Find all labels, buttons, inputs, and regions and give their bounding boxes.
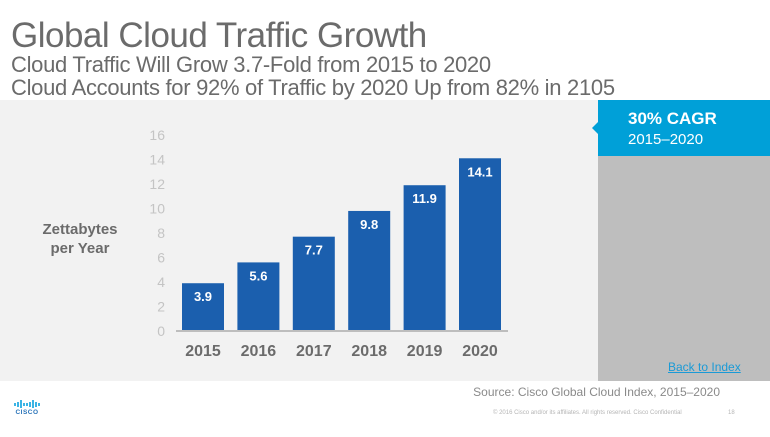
cagr-callout xyxy=(598,100,770,156)
cisco-logo-bars-icon xyxy=(12,400,42,408)
y-tick-label: 8 xyxy=(157,225,165,241)
y-tick-label: 4 xyxy=(157,274,165,290)
y-tick-label: 6 xyxy=(157,250,165,266)
x-axis-ticks: 2015 2016 2017 2018 2019 2020 xyxy=(185,343,498,360)
slide-subtitle-growth: Cloud Traffic Will Grow 3.7-Fold from 20… xyxy=(11,52,491,77)
slide-subtitle-share: Cloud Accounts for 92% of Traffic by 202… xyxy=(11,75,615,100)
y-tick-label: 10 xyxy=(149,201,165,217)
x-tick-label: 2019 xyxy=(407,343,443,360)
data-label-2016: 5.6 xyxy=(249,268,267,283)
bar-2017 xyxy=(292,236,335,331)
x-tick-label: 2018 xyxy=(351,343,387,360)
bar-2020 xyxy=(459,158,501,331)
y-axis-ticks: 0 2 4 6 8 10 12 14 16 xyxy=(149,127,165,339)
bar-2019 xyxy=(403,185,446,331)
side-panel xyxy=(598,156,770,381)
y-axis-label-line1: Zettabytes xyxy=(42,221,118,238)
x-tick-label: 2020 xyxy=(462,343,498,360)
data-label-2018: 9.8 xyxy=(360,217,378,232)
callout-arrow-icon xyxy=(592,122,598,134)
y-tick-label: 0 xyxy=(157,323,165,339)
cisco-logo: CISCO xyxy=(12,400,42,418)
source-note: Source: Cisco Global Cloud Index, 2015–2… xyxy=(473,385,720,399)
bar-2018 xyxy=(348,210,391,331)
y-tick-label: 14 xyxy=(149,152,165,168)
page-number: 18 xyxy=(728,410,735,416)
bar-2016 xyxy=(237,262,280,331)
data-label-2019: 11.9 xyxy=(412,191,437,206)
y-axis-label: Zettabytes per Year xyxy=(36,220,124,258)
slide-title: Global Cloud Traffic Growth xyxy=(11,16,427,55)
data-label-2017: 7.7 xyxy=(305,243,323,258)
y-tick-label: 16 xyxy=(149,127,165,143)
data-label-2020: 14.1 xyxy=(467,164,492,179)
bar-2015 xyxy=(182,283,224,331)
back-to-index-link[interactable]: Back to Index xyxy=(668,360,741,374)
bars: 3.9 5.6 7.7 9.8 11.9 14.1 xyxy=(182,158,501,331)
cagr-headline: 30% CAGR xyxy=(628,109,717,128)
x-tick-label: 2015 xyxy=(185,343,221,360)
data-label-2015: 3.9 xyxy=(194,289,212,304)
cisco-logo-text: CISCO xyxy=(15,409,39,416)
x-tick-label: 2016 xyxy=(241,343,277,360)
cagr-period: 2015–2020 xyxy=(628,131,704,148)
copyright-notice: © 2016 Cisco and/or its affiliates. All … xyxy=(493,410,682,416)
x-tick-label: 2017 xyxy=(296,343,332,360)
y-tick-label: 12 xyxy=(149,176,165,192)
y-axis-label-line2: per Year xyxy=(50,240,110,257)
y-tick-label: 2 xyxy=(157,299,165,315)
